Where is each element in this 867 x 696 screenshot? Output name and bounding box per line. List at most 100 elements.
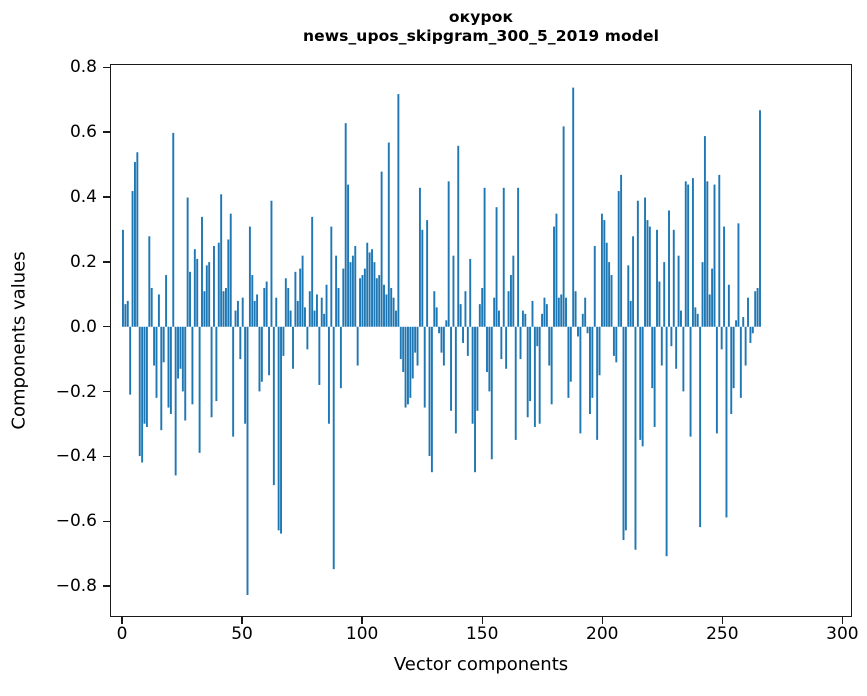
bar [751, 326, 754, 334]
bar [687, 184, 690, 327]
bar [560, 294, 563, 327]
bar [299, 268, 302, 327]
bar [450, 326, 453, 411]
bar-series-canvas [122, 87, 761, 595]
bar [691, 178, 694, 327]
bar [232, 326, 235, 437]
bar [181, 326, 184, 392]
bar [227, 239, 230, 327]
bar [304, 307, 306, 327]
bar [169, 326, 172, 415]
bar [715, 326, 718, 434]
bar [742, 317, 745, 327]
bar [296, 300, 299, 327]
bar [660, 326, 663, 366]
bar [603, 220, 606, 327]
bar [186, 197, 189, 327]
bar [148, 236, 151, 327]
x-tick-mark [121, 617, 123, 624]
bar [605, 242, 608, 327]
bar [270, 200, 273, 327]
bar [756, 287, 759, 327]
bar [399, 326, 402, 360]
bar [191, 326, 194, 405]
bar [344, 123, 347, 327]
x-tick-mark [721, 617, 724, 624]
bar [397, 94, 400, 327]
bar [272, 326, 275, 486]
bar [258, 326, 261, 392]
bar [569, 326, 572, 382]
bar [385, 294, 388, 327]
bar [550, 326, 553, 405]
bar [639, 326, 642, 440]
bar [636, 200, 639, 327]
bar [349, 262, 352, 327]
bar [318, 326, 321, 385]
bar [241, 297, 244, 327]
bar [557, 297, 560, 327]
bar [512, 255, 515, 327]
bar [735, 320, 738, 327]
bar [644, 197, 647, 327]
bar [545, 304, 548, 327]
bar [469, 258, 472, 327]
x-axis-label: Vector components [393, 654, 569, 675]
x-tick-label: 250 [706, 624, 739, 644]
bar [277, 326, 280, 531]
bar [665, 326, 668, 557]
bar [428, 326, 431, 457]
bar [507, 291, 510, 327]
bar [459, 304, 462, 327]
bar [213, 245, 215, 327]
bar [392, 297, 395, 327]
bar [486, 326, 488, 373]
x-tick-mark [481, 617, 483, 624]
bar [239, 326, 242, 360]
y-tick-mark [103, 326, 110, 328]
bar [292, 326, 294, 369]
bar [165, 275, 168, 327]
bar [699, 326, 702, 528]
bar [327, 326, 330, 424]
bar [426, 220, 429, 327]
bar [174, 326, 177, 476]
bar [754, 291, 757, 327]
bar [572, 87, 575, 327]
bar [759, 110, 761, 327]
x-tick-label: 50 [231, 624, 253, 644]
bar [337, 287, 340, 327]
bar [284, 278, 287, 327]
bar [524, 313, 527, 327]
bar [493, 297, 496, 327]
bar [265, 281, 268, 327]
bar [371, 249, 373, 327]
bar [414, 326, 417, 353]
bar [268, 326, 271, 376]
bar [141, 326, 144, 463]
y-tick-label: −0.2 [55, 381, 97, 402]
bar [706, 181, 709, 327]
bar [464, 291, 467, 327]
bar [160, 326, 163, 431]
bar [653, 326, 656, 427]
bar [126, 300, 129, 327]
bar [553, 226, 555, 327]
bar [404, 326, 407, 408]
bar [136, 152, 139, 327]
bar [323, 313, 326, 327]
y-tick-label: 0.8 [69, 57, 97, 78]
bar [430, 326, 433, 473]
y-tick-mark [103, 196, 110, 198]
bar [505, 326, 508, 369]
bar [744, 326, 747, 366]
x-tick-label: 150 [465, 624, 499, 644]
bar [359, 278, 362, 327]
bar [423, 326, 426, 408]
bar [280, 326, 282, 534]
bar [179, 326, 182, 369]
chart-title: окурок news_upos_skipgram_300_5_2019 mod… [110, 8, 852, 46]
bar [124, 304, 127, 327]
bar [421, 229, 424, 327]
bar [306, 326, 309, 350]
